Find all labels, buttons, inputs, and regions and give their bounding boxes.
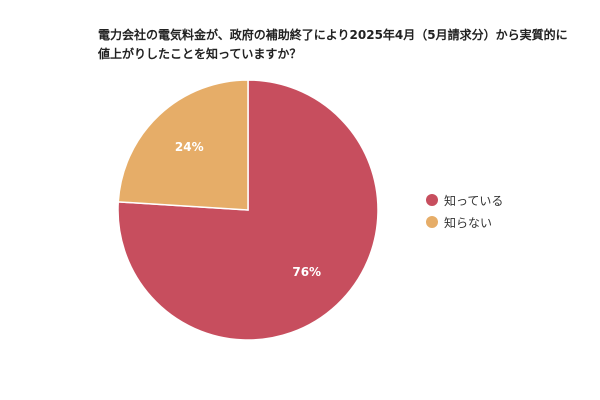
legend-item-unknown[interactable]: 知らない [426, 211, 503, 233]
legend-swatch-unknown [426, 216, 438, 228]
chart-title: 電力会社の電気料金が、政府の補助終了により2025年4月（5月請求分）から実質的… [98, 26, 598, 64]
legend-item-known[interactable]: 知っている [426, 189, 503, 211]
data-label-unknown: 24% [175, 140, 204, 154]
chart-title-line-1: 電力会社の電気料金が、政府の補助終了により2025年4月（5月請求分）から実質的… [98, 28, 568, 42]
pie-slice-unknown[interactable] [117, 79, 249, 211]
legend-label-known: 知っている [444, 193, 504, 208]
data-label-known: 76% [292, 265, 321, 279]
legend: 知っている 知らない [426, 189, 503, 233]
chart-title-line-2: 値上がりしたことを知っていますか？ [98, 47, 302, 61]
legend-label-unknown: 知らない [444, 215, 493, 230]
legend-swatch-known [426, 194, 438, 206]
pie-slice-known[interactable] [117, 79, 379, 341]
